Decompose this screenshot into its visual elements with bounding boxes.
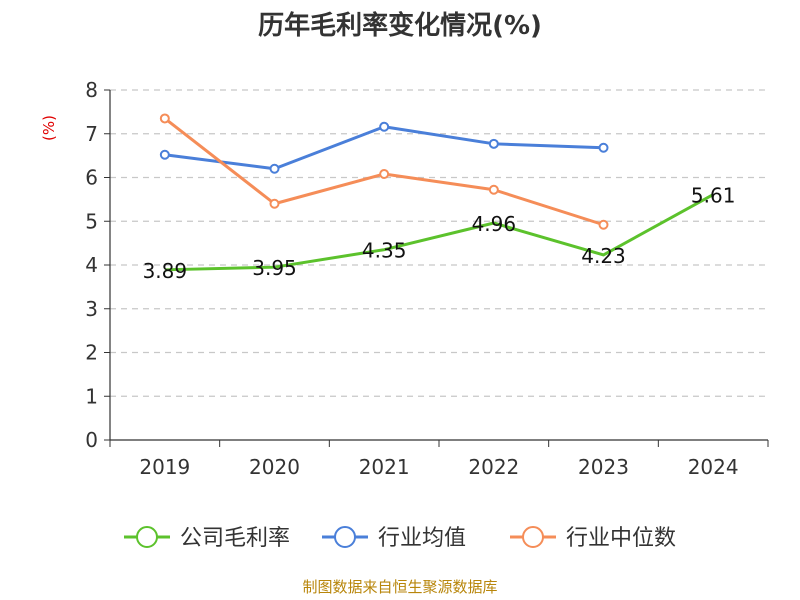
y-tick-label: 2 <box>85 341 98 365</box>
x-tick-label: 2024 <box>688 455 739 479</box>
legend: 公司毛利率 行业均值 行业中位数 <box>124 526 676 551</box>
series-line-0 <box>164 193 714 272</box>
chart-title: 历年毛利率变化情况(%) <box>258 10 542 41</box>
x-tick-label: 2022 <box>468 455 519 479</box>
legend-label: 行业均值 <box>378 526 466 551</box>
y-tick-label: 8 <box>85 78 98 102</box>
data-point <box>488 184 499 195</box>
axes: 0 1 2 3 4 5 6 7 8 2019 2020 2021 2022 2023 2024 <box>85 78 769 479</box>
data-point <box>159 113 170 124</box>
data-label: 4.23 <box>581 244 626 268</box>
y-axis-label: (%) <box>40 115 58 141</box>
data-point <box>488 138 499 149</box>
data-label: 5.61 <box>691 184 736 208</box>
y-tick-label: 6 <box>85 166 98 190</box>
series-line-1 <box>164 125 604 171</box>
y-tick-label: 3 <box>85 297 98 321</box>
data-point <box>379 121 390 132</box>
data-label: 4.35 <box>362 239 407 263</box>
data-point <box>269 163 280 174</box>
y-tick-label: 5 <box>85 209 98 233</box>
x-tick-label: 2019 <box>139 455 190 479</box>
legend-marker <box>334 526 356 548</box>
legend-marker <box>136 526 158 548</box>
y-tick-label: 1 <box>85 384 98 408</box>
y-tick-label: 4 <box>85 253 98 277</box>
x-tick-label: 2020 <box>249 455 300 479</box>
y-tick-label: 7 <box>85 122 98 146</box>
data-point <box>379 169 390 179</box>
data-point <box>269 198 280 209</box>
y-tick-label: 0 <box>85 428 98 452</box>
data-label: 3.95 <box>252 256 297 280</box>
data-point <box>598 219 609 230</box>
x-tick-label: 2021 <box>359 455 410 479</box>
data-labels: 3.89 3.95 4.35 4.96 4.23 5.61 <box>143 184 736 283</box>
legend-label: 行业中位数 <box>566 526 676 551</box>
series-group <box>159 113 714 272</box>
x-tick-label: 2023 <box>578 455 629 479</box>
data-label: 3.89 <box>143 259 188 283</box>
legend-marker <box>522 526 544 548</box>
data-point <box>159 149 170 160</box>
data-label: 4.96 <box>472 212 517 236</box>
source-note: 制图数据来自恒生聚源数据库 <box>302 578 497 596</box>
legend-label: 公司毛利率 <box>180 526 290 551</box>
data-point <box>598 142 609 153</box>
